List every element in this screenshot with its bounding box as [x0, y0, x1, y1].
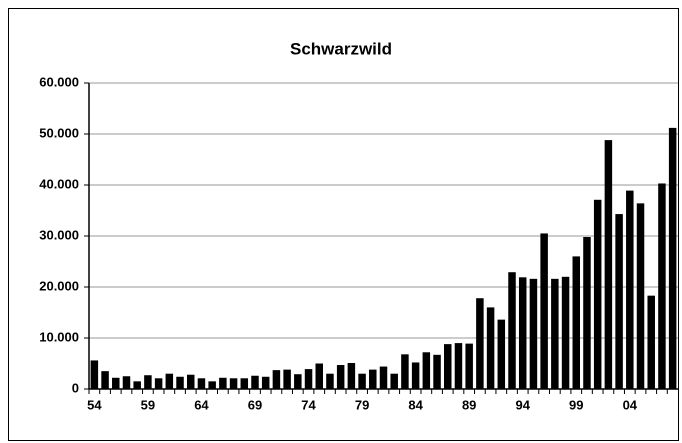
bar — [112, 377, 120, 389]
bar — [593, 199, 602, 389]
bar — [176, 376, 184, 389]
bar — [508, 272, 516, 389]
bar — [101, 371, 109, 389]
bar — [497, 319, 506, 389]
bar — [636, 203, 645, 389]
bar — [401, 354, 409, 389]
bar — [551, 278, 559, 389]
bar — [583, 237, 591, 389]
bar — [411, 362, 420, 389]
bar — [379, 366, 388, 389]
y-tick-label: 40.000 — [39, 176, 79, 191]
y-tick-label: 20.000 — [39, 278, 79, 293]
bar — [251, 375, 259, 389]
bar — [165, 373, 174, 389]
bar — [604, 140, 613, 389]
bar — [444, 344, 452, 389]
x-tick-label: 84 — [408, 397, 423, 412]
bar — [615, 214, 623, 389]
bar — [315, 363, 323, 389]
bar — [261, 376, 270, 389]
x-tick-label: 59 — [141, 397, 155, 412]
bar — [294, 374, 302, 389]
bar — [347, 362, 356, 389]
bar — [304, 369, 313, 389]
bar — [540, 233, 548, 389]
x-tick-label: 74 — [301, 397, 316, 412]
bar — [668, 127, 677, 389]
y-tick-label: 30.000 — [39, 227, 79, 242]
bar — [390, 373, 398, 389]
y-tick-label: 50.000 — [39, 125, 79, 140]
bar — [561, 276, 570, 389]
bar — [454, 343, 463, 389]
bar — [229, 378, 238, 389]
bar — [358, 373, 366, 389]
bar — [272, 370, 281, 389]
x-tick-label: 94 — [515, 397, 530, 412]
bar — [529, 278, 538, 389]
bar — [122, 376, 131, 389]
bar — [626, 190, 634, 389]
x-tick-label: 69 — [248, 397, 262, 412]
bar — [90, 360, 99, 389]
bar — [154, 378, 163, 389]
y-tick-label: 0 — [72, 380, 79, 395]
bar — [486, 307, 495, 389]
x-tick-label: 79 — [355, 397, 369, 412]
bar — [283, 369, 291, 389]
bar — [658, 183, 666, 389]
bar — [647, 295, 655, 389]
bar — [186, 374, 195, 389]
x-tick-label: 89 — [462, 397, 476, 412]
bar — [133, 381, 141, 389]
bar — [518, 277, 527, 389]
y-tick-label: 10.000 — [39, 329, 79, 344]
bar — [433, 354, 441, 389]
x-tick-label: 64 — [194, 397, 209, 412]
bar — [144, 375, 152, 389]
bar — [572, 256, 581, 389]
bar — [465, 343, 473, 389]
x-tick-label: 04 — [623, 397, 638, 412]
bar — [219, 377, 227, 389]
x-tick-label: 99 — [569, 397, 583, 412]
bar — [476, 298, 484, 389]
bar — [240, 378, 249, 389]
bar — [369, 369, 377, 389]
chart-title: Schwarzwild — [290, 39, 392, 58]
bar — [422, 352, 431, 389]
bar — [197, 378, 206, 389]
bar — [336, 365, 345, 389]
y-tick-label: 60.000 — [39, 74, 79, 89]
bar — [208, 381, 216, 389]
x-tick-label: 54 — [87, 397, 102, 412]
bar — [326, 373, 334, 389]
